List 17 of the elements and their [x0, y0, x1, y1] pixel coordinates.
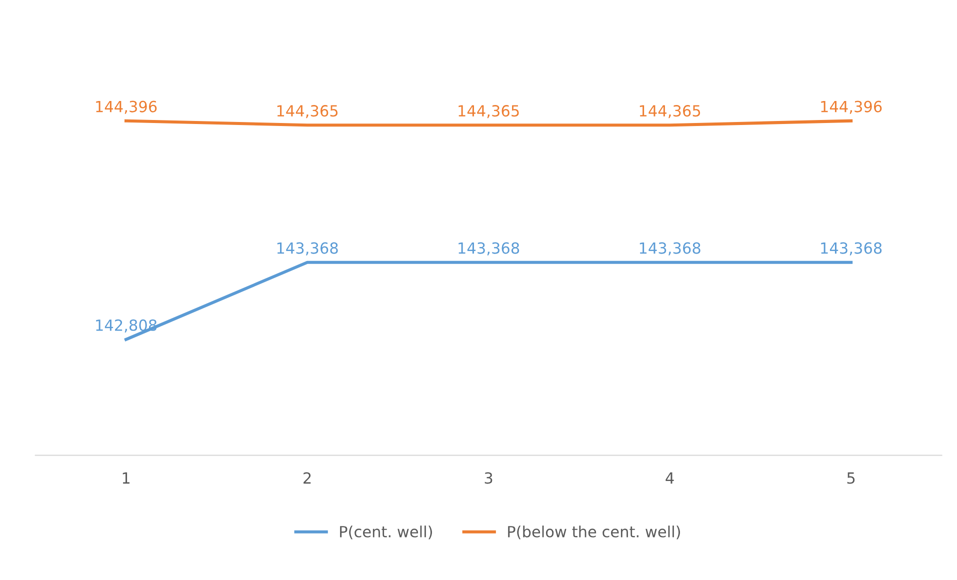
x-tick-label: 4 [666, 472, 674, 484]
data-label: 144,365 [640, 105, 700, 118]
data-label: 143,368 [458, 242, 520, 256]
data-label: 143,368 [821, 242, 882, 256]
data-label: 144,396 [96, 100, 157, 114]
x-tick-label: 5 [847, 472, 855, 484]
data-label: 143,368 [640, 242, 700, 256]
x-tick-label: 1 [122, 472, 130, 484]
data-label: 144,396 [821, 100, 882, 114]
data-label: 142,808 [96, 319, 157, 332]
data-label: 144,365 [277, 105, 338, 118]
data-label: 144,365 [458, 105, 519, 118]
x-tick-label: 2 [304, 472, 311, 484]
x-tick-label: 3 [484, 472, 492, 484]
data-label: 143,368 [277, 242, 338, 256]
legend-label: P(cent. well) [340, 526, 432, 540]
legend-label: P(below the cent. well) [508, 526, 680, 540]
